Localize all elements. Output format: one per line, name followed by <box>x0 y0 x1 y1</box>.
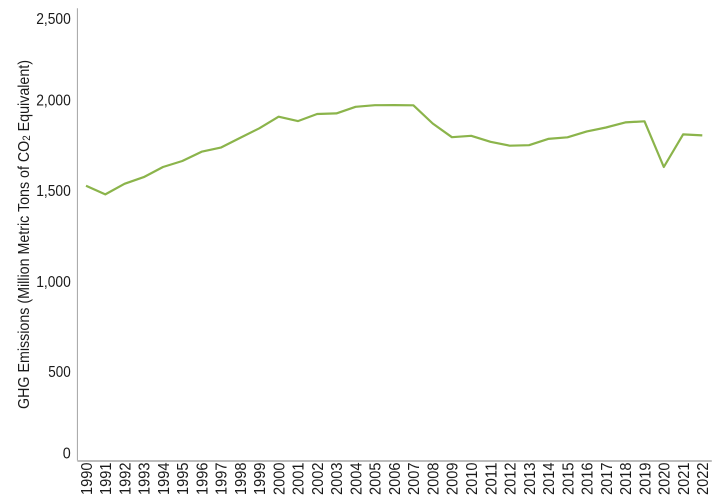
svg-text:1996: 1996 <box>194 462 211 495</box>
svg-text:2006: 2006 <box>387 462 404 495</box>
svg-text:2008: 2008 <box>426 462 443 495</box>
svg-text:2017: 2017 <box>599 462 616 495</box>
svg-text:2019: 2019 <box>637 462 654 495</box>
svg-text:1998: 1998 <box>233 462 250 495</box>
svg-text:1,000: 1,000 <box>36 274 71 291</box>
svg-text:2012: 2012 <box>503 462 520 495</box>
svg-text:1997: 1997 <box>214 462 231 495</box>
svg-text:2014: 2014 <box>541 462 558 495</box>
svg-text:2020: 2020 <box>657 462 674 495</box>
svg-text:2002: 2002 <box>310 462 327 495</box>
svg-text:2015: 2015 <box>560 462 577 495</box>
svg-text:2003: 2003 <box>329 462 346 495</box>
svg-text:1993: 1993 <box>137 462 154 495</box>
svg-text:GHG Emissions (Million Metric: GHG Emissions (Million Metric Tons of CO… <box>16 60 33 409</box>
svg-text:1991: 1991 <box>98 462 115 495</box>
svg-text:2000: 2000 <box>271 462 288 495</box>
svg-text:2011: 2011 <box>483 462 500 495</box>
svg-text:1990: 1990 <box>79 462 96 495</box>
svg-text:0: 0 <box>63 446 71 463</box>
svg-text:2,000: 2,000 <box>36 93 71 110</box>
svg-text:2018: 2018 <box>618 462 635 495</box>
svg-text:2016: 2016 <box>580 462 597 495</box>
svg-text:2021: 2021 <box>676 462 693 495</box>
svg-text:2009: 2009 <box>445 462 462 495</box>
svg-text:2022: 2022 <box>695 462 712 495</box>
svg-text:2,500: 2,500 <box>36 11 71 28</box>
svg-text:1992: 1992 <box>117 462 134 495</box>
svg-text:2005: 2005 <box>368 462 385 495</box>
svg-text:2004: 2004 <box>348 462 365 495</box>
svg-text:1999: 1999 <box>252 462 269 495</box>
svg-text:1994: 1994 <box>156 462 173 495</box>
svg-text:1995: 1995 <box>175 462 192 495</box>
svg-text:1,500: 1,500 <box>36 183 71 200</box>
svg-text:2001: 2001 <box>291 462 308 495</box>
svg-text:2013: 2013 <box>522 462 539 495</box>
svg-text:500: 500 <box>48 364 71 381</box>
svg-text:2010: 2010 <box>464 462 481 495</box>
svg-text:2007: 2007 <box>406 462 423 495</box>
